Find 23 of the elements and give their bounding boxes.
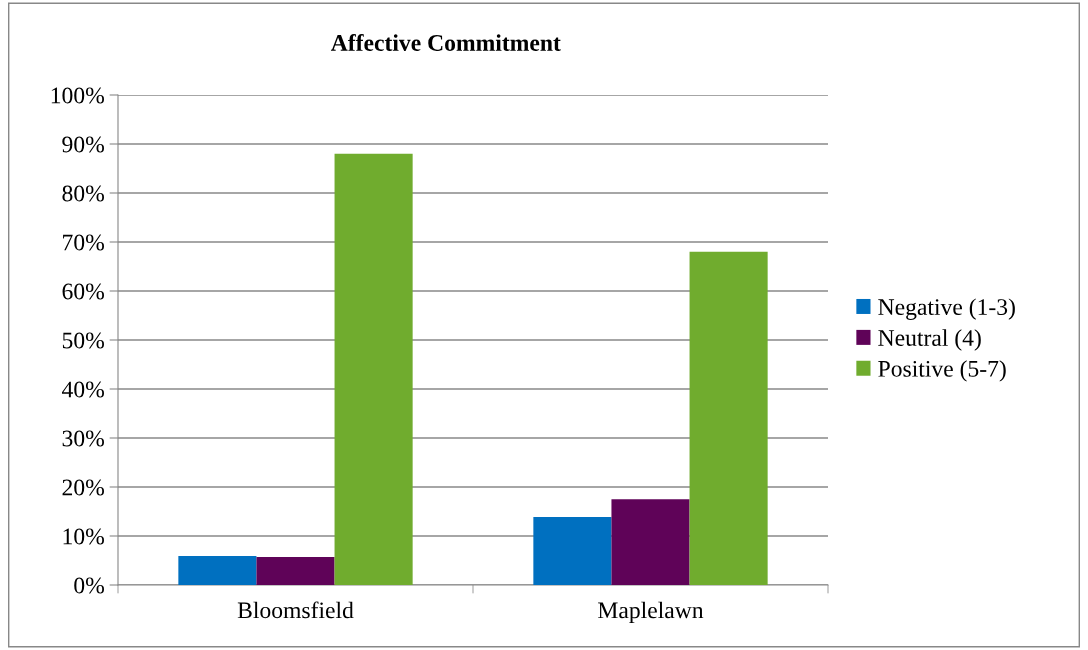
legend-label: Negative (1-3) [878,298,1015,320]
legend-label: Positive (5-7) [878,360,1006,382]
bar [178,556,257,585]
y-tick-label: 100% [51,87,104,104]
y-tick-label: 70% [63,234,104,251]
bar [533,516,612,585]
x-tick-label: Bloomsfield [237,601,354,619]
y-tick-label: 30% [62,430,104,447]
bar [689,251,768,585]
x-tick-label: Maplelawn [598,601,704,624]
y-tick-label: 40% [61,381,104,398]
y-tick-label: 90% [62,136,104,153]
y-tick-label: 0% [74,577,104,594]
y-tick-label: 20% [62,479,104,496]
legend-label: Neutral (4) [878,329,981,351]
y-tick-label: 60% [62,283,104,300]
y-tick-label: 50% [62,332,104,349]
chart-title: Affective Commitment [330,34,561,51]
bar [334,153,413,585]
bar [611,499,690,585]
y-tick-label: 10% [63,528,104,545]
bar [256,557,335,585]
y-tick-label: 80% [62,185,104,202]
